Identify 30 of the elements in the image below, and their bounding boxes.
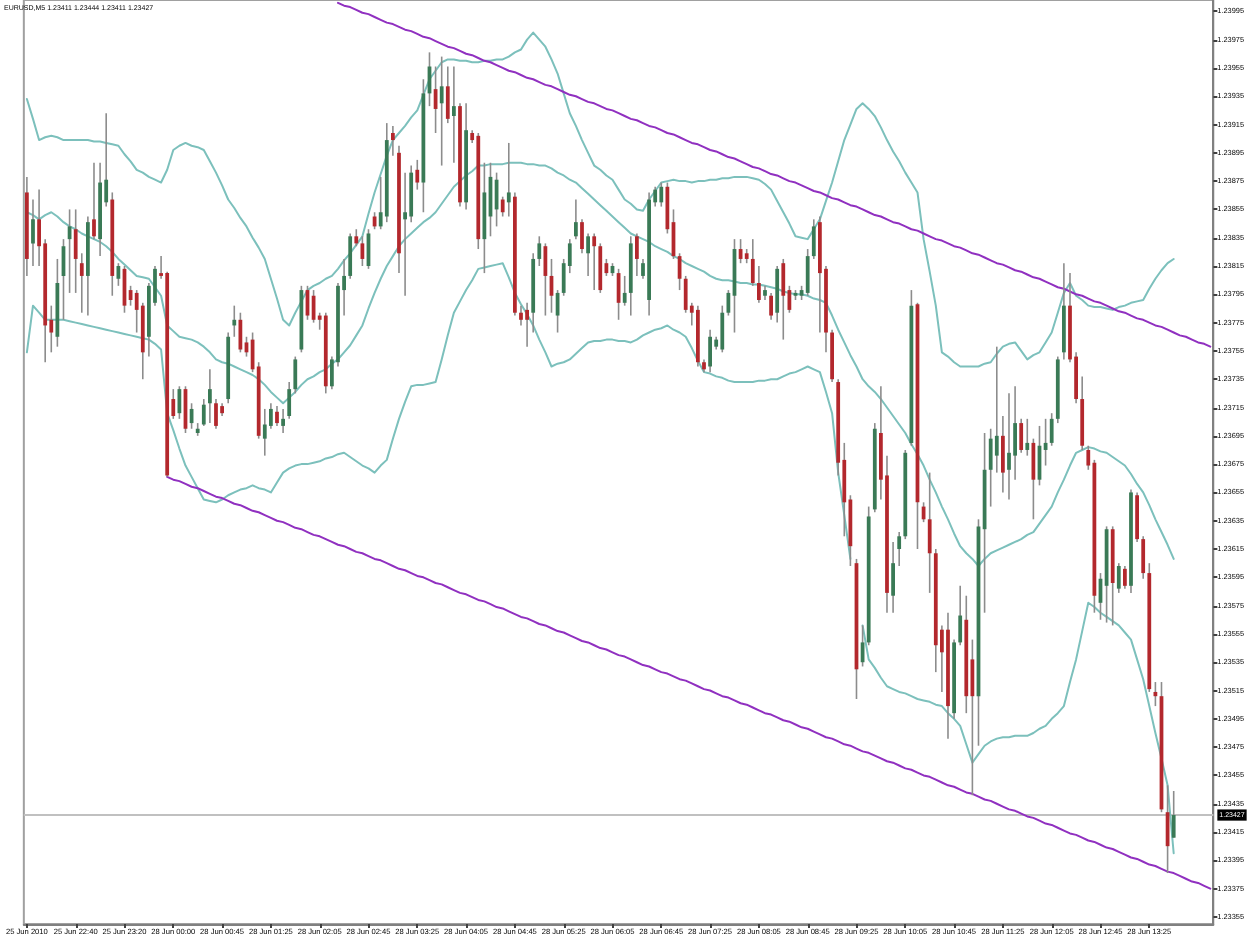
candlestick xyxy=(592,232,597,291)
candlestick xyxy=(207,368,212,424)
candlestick xyxy=(659,181,664,208)
candlestick xyxy=(439,55,444,167)
line-series xyxy=(336,1,1212,348)
candlestick xyxy=(275,405,279,427)
candlestick xyxy=(238,311,243,354)
line-series xyxy=(25,161,1175,567)
candlestick xyxy=(177,385,182,420)
candlestick xyxy=(543,242,548,317)
line-series xyxy=(166,475,1212,890)
candlestick xyxy=(31,198,35,267)
candlestick xyxy=(452,65,456,164)
candlestick xyxy=(360,235,365,267)
candlestick xyxy=(1007,392,1011,501)
candlestick xyxy=(1025,418,1030,457)
candlestick xyxy=(708,328,712,373)
candlestick xyxy=(1062,262,1066,361)
candlestick xyxy=(262,408,267,457)
candlestick xyxy=(403,171,407,297)
candlestick xyxy=(232,304,237,338)
candlestick xyxy=(574,198,578,240)
candlestick xyxy=(994,345,999,474)
candlestick xyxy=(1116,562,1121,594)
candlestick xyxy=(781,258,786,341)
line-series xyxy=(25,31,1175,368)
candlestick xyxy=(1123,565,1127,590)
candlestick xyxy=(482,161,487,274)
candlestick xyxy=(1171,790,1176,839)
candlestick xyxy=(1019,418,1024,454)
